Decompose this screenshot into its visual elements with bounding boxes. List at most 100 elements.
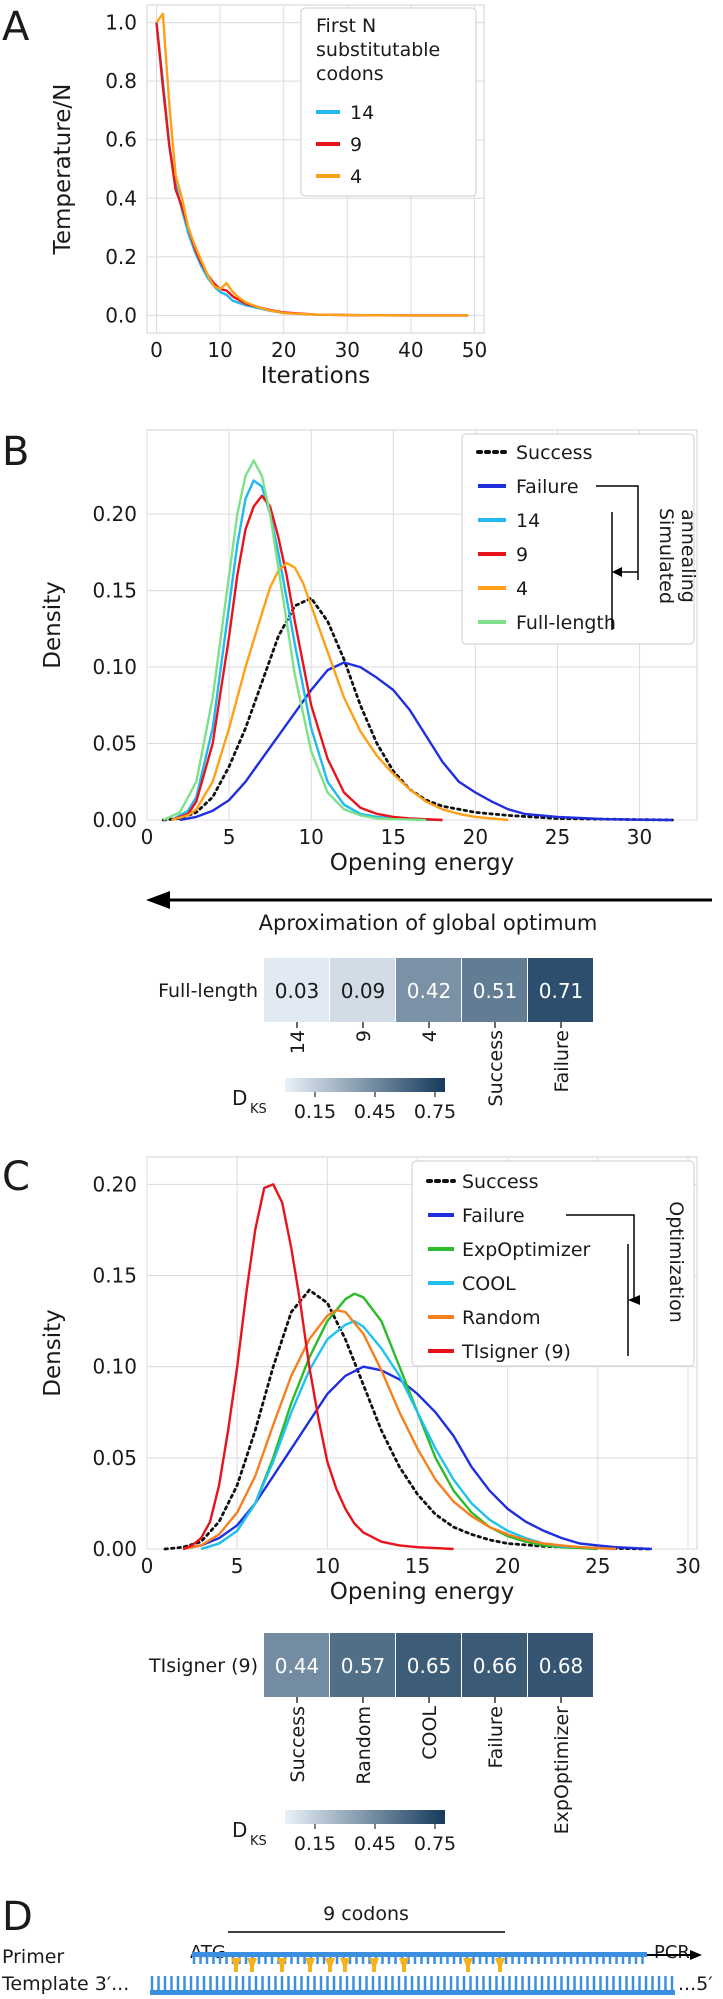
legend-group-label: Simulated (655, 508, 677, 604)
x-tick-label: 40 (398, 338, 423, 362)
heatmap-column-label: COOL (419, 1706, 441, 1760)
colorbar-tick-label: 0.75 (414, 1101, 456, 1123)
y-tick-label: 0.00 (92, 1537, 137, 1561)
dna-strands (150, 1950, 702, 1995)
codon-count-label: 9 codons (323, 1903, 409, 1925)
legend-box (300, 7, 477, 197)
mismatch-marker (305, 1958, 315, 1972)
primer-strand (192, 1952, 647, 1957)
primer-label: Primer (2, 1946, 64, 1968)
legend-title: First N (316, 15, 376, 37)
legend-label: COOL (462, 1273, 516, 1295)
y-tick-label: 0.0 (105, 303, 137, 327)
colorbar-tick-label: 0.45 (354, 1101, 396, 1123)
x-axis-label: Opening energy (330, 850, 514, 876)
legend-label: Failure (516, 476, 579, 498)
heatmap-value: 0.68 (539, 1654, 584, 1678)
mismatch-marker (277, 1958, 287, 1972)
legend-box (411, 1160, 695, 1367)
panel-letter-d: D (2, 1894, 33, 1940)
heatmap-value: 0.71 (539, 979, 584, 1003)
heatmap-b: Full-length 0.03 14 0.09 9 0.42 4 0.51 Success 0.… (158, 958, 593, 1123)
x-tick-label: 15 (381, 825, 406, 849)
heatmap-value: 0.51 (473, 979, 518, 1003)
legend-bracket (566, 1214, 635, 1300)
pcr-arrowhead (690, 1950, 702, 1960)
colorbar-label: D (232, 1086, 247, 1110)
heatmap-cell (396, 1633, 461, 1697)
y-tick-label: 0.10 (92, 655, 137, 679)
y-tick-label: 0.8 (105, 69, 137, 93)
colorbar-label-subscript: KS (250, 1834, 267, 1849)
legend-label: Success (516, 442, 592, 464)
legend-label: Success (462, 1171, 538, 1193)
heatmap-column-label: ExpOptimizer (551, 1706, 573, 1835)
panel-letter-c: C (2, 1154, 30, 1200)
colorbar-tick-label: 0.15 (294, 1833, 336, 1855)
y-axis-label: Density (40, 1309, 66, 1396)
panel-letter-b: B (2, 429, 29, 475)
chart-a: 0 10 20 30 40 50 0.0 0.2 0.4 0.6 0.8 1.0 Iterations T… (50, 4, 487, 389)
mismatch-marker (495, 1958, 505, 1972)
legend-label: 14 (350, 102, 374, 124)
mismatch-marker (231, 1958, 241, 1972)
series-line-14 (171, 479, 443, 822)
x-tick-label: 0 (141, 825, 154, 849)
chart-b: 0 5 10 15 20 25 30 0.00 0.05 0.10 0.15 0.20 Opening … (40, 429, 699, 876)
x-tick-label: 20 (495, 1554, 520, 1578)
x-tick-label: 0 (141, 1554, 154, 1578)
heatmap-value: 0.09 (341, 979, 386, 1003)
colorbar (285, 1810, 445, 1824)
y-tick-label: 0.10 (92, 1355, 137, 1379)
legend-label: Random (462, 1307, 541, 1329)
legend-label: 4 (516, 578, 528, 600)
template-end-label: ...5′ (678, 1973, 713, 1995)
legend-c: Success Failure ExpOptimizer COOL Random TIsi… (411, 1160, 695, 1367)
legend-label: 9 (516, 544, 528, 566)
legend-label: TIsigner (9) (461, 1341, 571, 1363)
x-tick-label: 30 (627, 825, 652, 849)
panel-letter-a: A (2, 4, 30, 50)
series-line-success (163, 1288, 654, 1551)
mismatch-marker (463, 1958, 473, 1972)
y-axis-label: Temperature/N (50, 84, 76, 256)
heatmap-column-label: 14 (287, 1030, 309, 1054)
x-tick-label: 5 (223, 825, 236, 849)
legend-label: Full-length (516, 612, 616, 634)
series-line-expoptimizer (200, 1292, 598, 1551)
heatmap-value: 0.44 (275, 1654, 320, 1678)
x-tick-label: 0 (150, 338, 163, 362)
heatmap-cell (462, 1633, 527, 1697)
mismatch-marker (399, 1958, 409, 1972)
x-tick-label: 10 (315, 1554, 340, 1578)
y-tick-label: 0.00 (92, 808, 137, 832)
x-tick-label: 25 (545, 825, 570, 849)
x-tick-label: 15 (405, 1554, 430, 1578)
series-line-success (161, 596, 674, 822)
series-line-failure (182, 1365, 652, 1551)
series-line-9 (171, 494, 443, 822)
colorbar-tick-label: 0.75 (414, 1833, 456, 1855)
y-tick-label: 0.2 (105, 245, 137, 269)
panel-d-primer-diagram: 9 codons ATG PCR Primer Template 3′... .… (1, 1903, 713, 1995)
y-axis-label: Density (40, 581, 66, 668)
x-tick-label: 10 (298, 825, 323, 849)
x-tick-label: 5 (231, 1554, 244, 1578)
legend-label: 4 (350, 166, 362, 188)
colorbar-label: D (232, 1818, 247, 1842)
colorbar-tick-label: 0.45 (354, 1833, 396, 1855)
y-tick-label: 1.0 (105, 11, 137, 35)
colorbar-label-subscript: KS (250, 1102, 267, 1117)
y-tick-label: 0.15 (92, 579, 137, 603)
legend-label: Failure (462, 1205, 525, 1227)
optimum-arrow-caption: Aproximation of global optimum (259, 911, 598, 935)
heatmap-cell (330, 958, 395, 1022)
series-line-4 (155, 12, 469, 317)
heatmap-row-label: Full-length (158, 980, 258, 1002)
series-line-random (182, 1308, 616, 1551)
heatmap-column-label: Success (287, 1706, 309, 1782)
heatmap-row-label: TIsigner (9) (148, 1655, 258, 1677)
series-line-tisigner-9- (182, 1183, 454, 1551)
series-line-failure (179, 661, 673, 822)
